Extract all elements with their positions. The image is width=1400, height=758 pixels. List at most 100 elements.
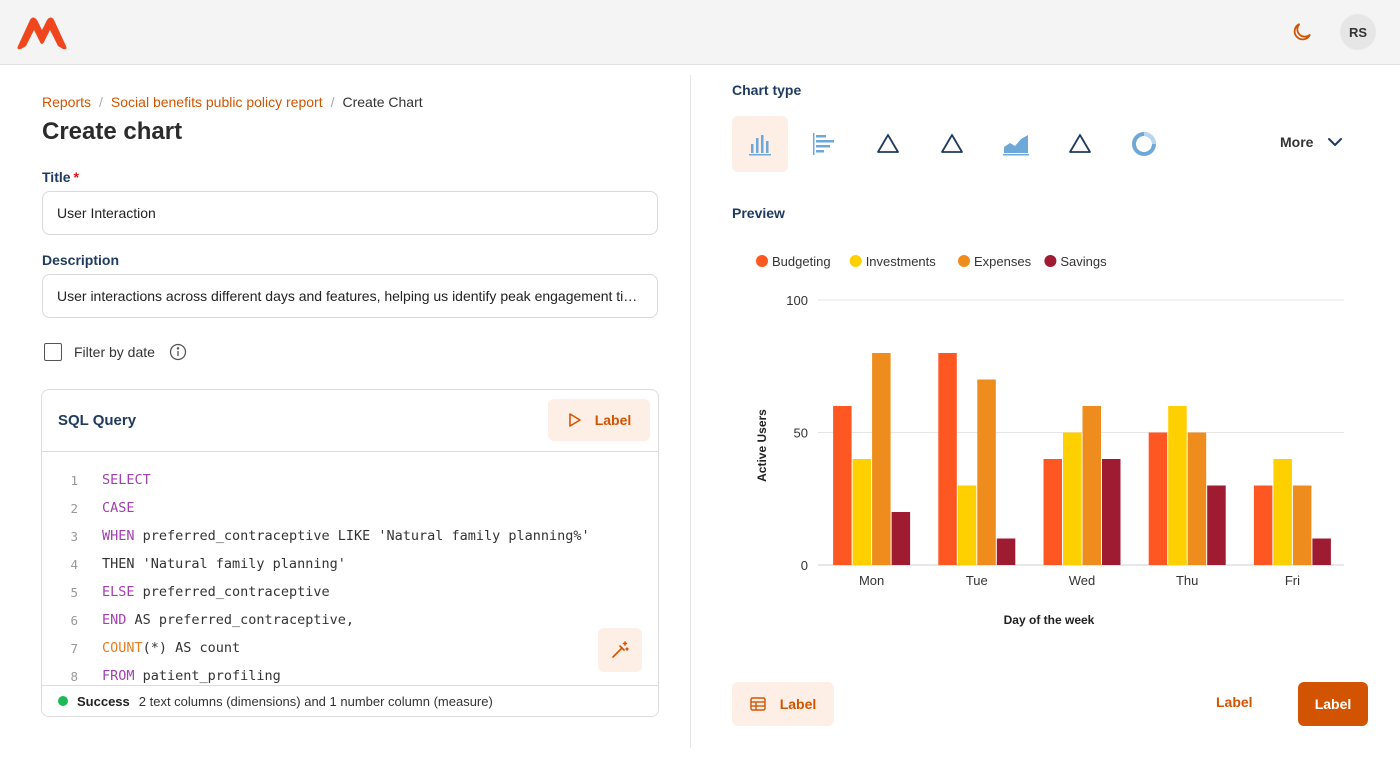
code-line: 7 COUNT (*) AS count [42, 634, 658, 662]
area-chart-icon [1003, 135, 1029, 156]
bar [977, 379, 996, 565]
x-tick-label: Wed [1069, 573, 1096, 588]
bar [957, 485, 977, 565]
info-icon[interactable] [169, 343, 187, 361]
code-token: preferred_contraceptive LIKE 'Natural fa… [134, 528, 590, 544]
sql-editor[interactable]: 1 SELECT 2 CASE 3 WHEN preferred_contraceptiv… [42, 466, 658, 690]
line-number: 3 [70, 528, 78, 544]
status-label: Success [77, 693, 130, 709]
description-input-value: User interactions across different days … [57, 288, 643, 304]
chart-type-triangle-1[interactable] [860, 116, 916, 172]
chart-type-label: Chart type [732, 82, 802, 98]
view-table-button[interactable]: Label [732, 682, 834, 726]
bar [1207, 485, 1226, 565]
bar [938, 353, 957, 565]
chart-type-bar[interactable] [732, 116, 788, 172]
legend-swatch [1044, 255, 1057, 267]
code-token: THEN 'Natural family planning' [102, 556, 346, 572]
code-token: ELSE [102, 584, 135, 600]
code-token: COUNT [102, 640, 143, 656]
bar [891, 512, 911, 565]
top-bar: RS [0, 0, 1400, 65]
line-number: 1 [70, 472, 78, 488]
sql-title: SQL Query [58, 412, 137, 429]
title-input-value: User Interaction [57, 205, 156, 221]
magic-format-button[interactable] [598, 628, 642, 672]
bar [1102, 459, 1121, 565]
breadcrumb-separator: / [330, 94, 335, 110]
breadcrumb-current: Create Chart [342, 94, 423, 110]
preview-chart: Budgeting Investments Expenses Savings 0 50 10… [755, 254, 1344, 627]
code-line: 8 FROM patient_profiling [42, 662, 658, 690]
sql-status-bar: Success 2 text columns (dimensions) and … [42, 685, 658, 716]
sql-query-card: SQL Query Label 1 SELECT 2 CASE 3 WHEN prefer… [41, 389, 659, 717]
breadcrumb: Reports / Social benefits public policy … [42, 94, 423, 110]
code-token: END [102, 612, 127, 628]
line-number: 5 [70, 584, 78, 600]
save-button[interactable]: Label [1298, 682, 1368, 726]
chart-type-triangle-2[interactable] [924, 116, 980, 172]
legend-label: Expenses [974, 254, 1032, 269]
cancel-button[interactable]: Label [1216, 694, 1253, 710]
code-line: 6 END AS preferred_contraceptive, [42, 606, 658, 634]
code-line: 3 WHEN preferred_contraceptive LIKE 'Natu… [42, 522, 658, 550]
title-input[interactable]: User Interaction [42, 191, 658, 235]
horizontal-bar-icon [813, 133, 834, 155]
code-line: 1 SELECT [42, 466, 658, 494]
chart-type-triangle-3[interactable] [1052, 116, 1108, 172]
chart-type-donut[interactable] [1116, 116, 1172, 172]
breadcrumb-reports[interactable]: Reports [42, 94, 92, 110]
sql-header: SQL Query Label [42, 390, 658, 452]
code-token: CASE [102, 500, 135, 516]
page-title: Create chart [42, 118, 183, 145]
line-number: 6 [70, 612, 78, 628]
filter-by-date-checkbox[interactable] [44, 343, 62, 361]
bar [1253, 485, 1273, 565]
table-icon [750, 697, 766, 711]
code-token: FROM [102, 668, 135, 684]
magic-wand-icon [612, 641, 629, 658]
bar [1312, 538, 1331, 565]
y-tick-label: 50 [794, 426, 808, 441]
status-text: 2 text columns (dimensions) and 1 number… [138, 693, 493, 709]
triangle-icon [941, 134, 963, 153]
y-axis-label: Active Users [755, 409, 769, 482]
title-label-text: Title [42, 169, 71, 185]
more-chart-types-button[interactable]: More [1280, 134, 1343, 150]
chevron-down-icon [1328, 138, 1343, 146]
line-number: 2 [70, 500, 78, 516]
line-number: 7 [70, 640, 78, 656]
bar-chart-icon [749, 135, 771, 156]
y-tick-label: 0 [801, 558, 808, 573]
chart-type-horizontal-bar[interactable] [796, 116, 852, 172]
app-logo[interactable] [14, 14, 70, 50]
description-input[interactable]: User interactions across different days … [42, 274, 658, 318]
filter-by-date-row: Filter by date [44, 343, 187, 361]
required-mark: * [73, 169, 79, 185]
line-number: 8 [70, 668, 78, 684]
bar [1063, 432, 1082, 565]
code-line: 2 CASE [42, 494, 658, 522]
legend-swatch [958, 255, 970, 267]
code-token: patient_profiling [134, 668, 281, 684]
x-tick-label: Fri [1285, 573, 1300, 588]
donut-chart-icon [1132, 132, 1156, 156]
triangle-icon [1069, 134, 1091, 153]
legend-swatch [849, 255, 862, 267]
bar [1082, 406, 1101, 565]
title-label: Title * [42, 169, 79, 185]
legend-swatch [756, 255, 768, 267]
code-token: AS preferred_contraceptive, [126, 612, 354, 628]
panel-divider [690, 75, 691, 748]
code-line: 5 ELSE preferred_contraceptive [42, 578, 658, 606]
code-token: SELECT [102, 472, 151, 488]
avatar[interactable]: RS [1340, 14, 1376, 50]
run-query-button[interactable]: Label [548, 399, 650, 441]
status-dot [58, 696, 68, 706]
filter-by-date-label: Filter by date [74, 344, 155, 360]
chart-type-area[interactable] [988, 116, 1044, 172]
code-line: 4 THEN 'Natural family planning' [42, 550, 658, 578]
breadcrumb-report[interactable]: Social benefits public policy report [110, 94, 323, 110]
moon-icon[interactable] [1290, 20, 1314, 44]
legend-label: Investments [866, 254, 937, 269]
